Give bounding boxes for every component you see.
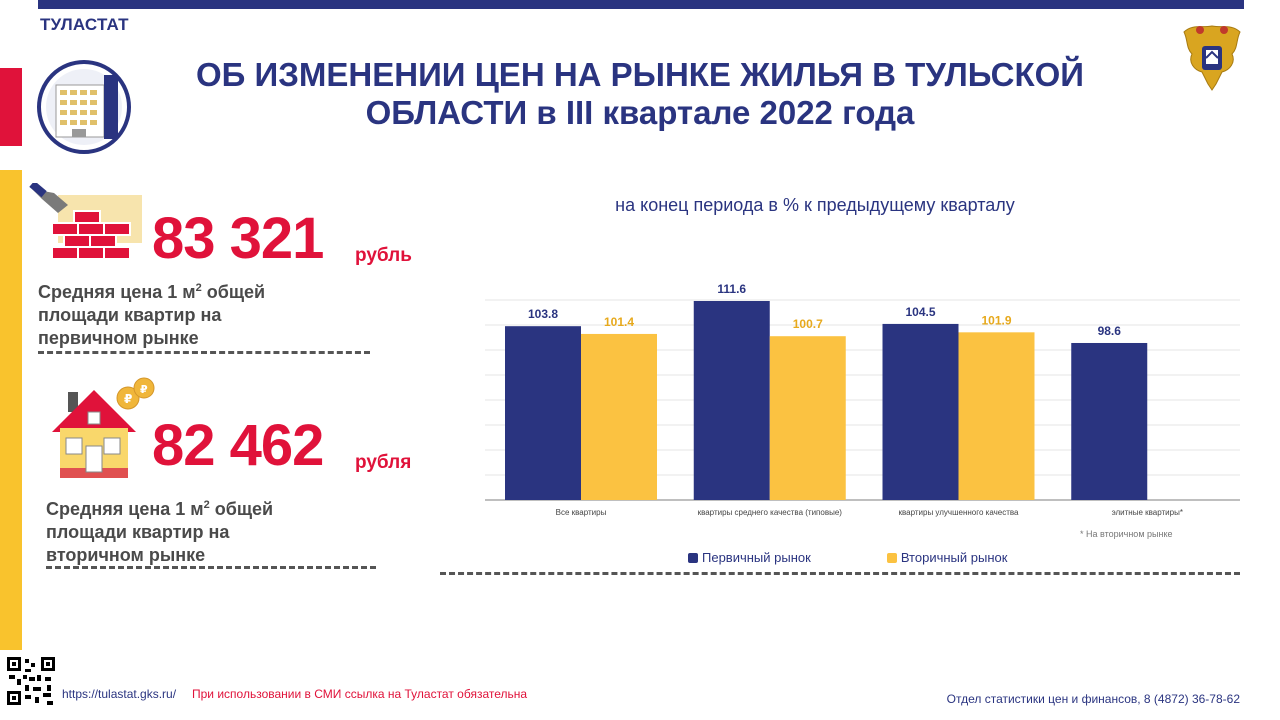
data-label: 104.5 — [905, 305, 935, 319]
page-title-line1: ОБ ИЗМЕНЕНИИ ЦЕН НА РЫНКЕ ЖИЛЬЯ В ТУЛЬСК… — [195, 56, 1085, 93]
chart-footnote: * На вторичном рынке — [1080, 529, 1173, 539]
house-coins-icon: ₽ ₽ — [52, 377, 155, 478]
category-label: квартиры среднего качества (типовые) — [698, 508, 843, 517]
legend-item-primary: Первичный рынок — [688, 550, 811, 565]
primary-price-unit: рубль — [355, 245, 412, 266]
svg-text:₽: ₽ — [140, 383, 148, 396]
bar-primary-3 — [1071, 342, 1148, 500]
divider — [38, 351, 370, 354]
media-notice: При использовании в СМИ ссылка на Туласт… — [192, 687, 528, 701]
category-label: элитные квартиры* — [1112, 508, 1183, 517]
secondary-price-unit: рубля — [355, 452, 412, 473]
primary-price-description: Средняя цена 1 м2 общей площади квартир … — [38, 282, 266, 348]
divider — [440, 572, 1240, 575]
double-headed-eagle-icon — [1183, 25, 1241, 91]
page-title: ОБ ИЗМЕНЕНИИ ЦЕН НА РЫНКЕ ЖИЛЬЯ В ТУЛЬСК… — [150, 56, 1130, 132]
legend-swatch-secondary — [886, 552, 897, 563]
data-label: 111.6 — [717, 282, 746, 296]
secondary-price-value: 82 462 — [152, 413, 324, 478]
chart-legend: Первичный рынок Вторичный рынок — [688, 550, 1007, 565]
org-label: ТУЛАСТАТ — [40, 15, 129, 34]
page-title-line2: ОБЛАСТИ в III квартале 2022 года — [365, 94, 915, 131]
legend-swatch-primary — [688, 552, 698, 563]
data-label: 98.6 — [1098, 324, 1122, 338]
category-label: Все квартиры — [556, 508, 607, 517]
divider — [46, 566, 376, 569]
svg-text:₽: ₽ — [124, 392, 132, 406]
bricks-trowel-icon — [29, 183, 142, 260]
website-link[interactable]: https://tulastat.gks.ru/ — [62, 687, 177, 701]
legend-label-primary: Первичный рынок — [702, 550, 811, 565]
bar-primary-0 — [505, 326, 581, 500]
left-accent-yellow — [0, 170, 22, 650]
left-accent-red — [0, 68, 22, 146]
top-bar — [38, 0, 1244, 9]
building-icon — [37, 60, 131, 154]
data-label: 101.4 — [604, 315, 634, 329]
bar-primary-2 — [882, 323, 959, 500]
department-contact: Отдел статистики цен и финансов, 8 (4872… — [946, 692, 1240, 706]
bar-secondary-2 — [958, 332, 1035, 500]
secondary-price-description: Средняя цена 1 м2 общей площади квартир … — [46, 499, 274, 565]
legend-label-secondary: Вторичный рынок — [900, 550, 1008, 565]
data-label: 103.8 — [528, 307, 558, 321]
primary-price-value: 83 321 — [152, 206, 324, 271]
bar-chart: 103.8 101.4 Все квартиры 111.6 100.7 квартиры… — [485, 282, 1240, 517]
bar-primary-1 — [693, 300, 770, 500]
bar-secondary-1 — [769, 336, 846, 500]
chart-title: на конец периода в % к предыдущему кварт… — [615, 195, 1015, 215]
qr-code-icon[interactable] — [7, 657, 55, 705]
bar-secondary-0 — [581, 333, 657, 500]
data-label: 101.9 — [981, 313, 1011, 327]
legend-item-secondary: Вторичный рынок — [886, 550, 1008, 565]
category-label: квартиры улучшенного качества — [898, 508, 1019, 517]
data-label: 100.7 — [793, 317, 823, 331]
